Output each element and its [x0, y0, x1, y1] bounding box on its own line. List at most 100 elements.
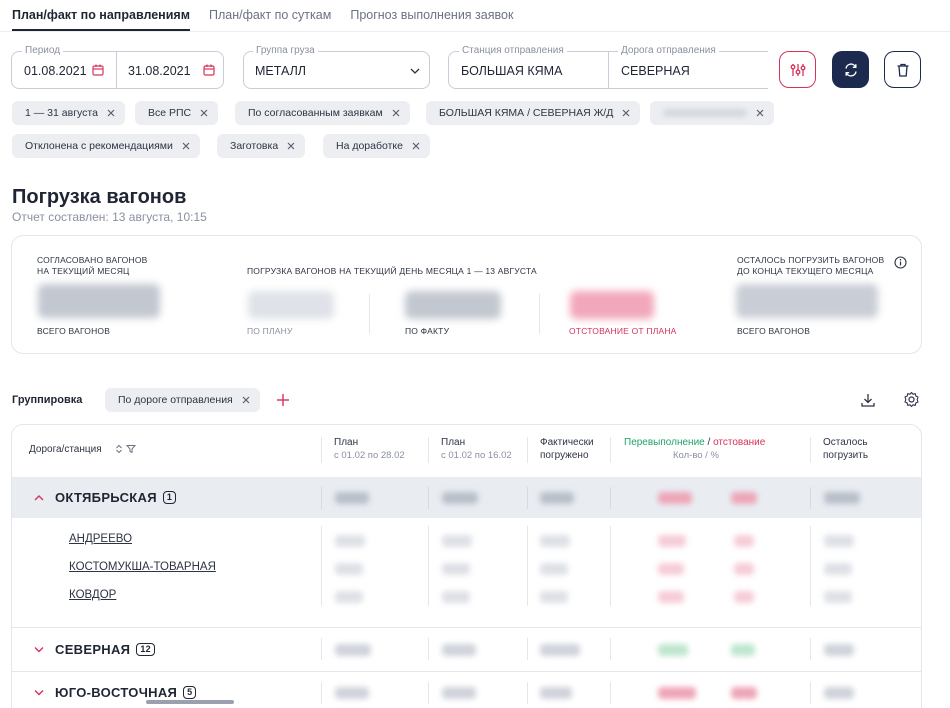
station-road-field[interactable]: Станция отправления БОЛЬШАЯ КЯМА Дорога … [448, 45, 768, 89]
cell-separator [610, 638, 611, 660]
date-from-value[interactable]: 01.08.2021 [24, 64, 87, 78]
blurred-value [734, 591, 754, 603]
column-separator [810, 526, 811, 606]
agreed-sub: ВСЕГО ВАГОНОВ [37, 326, 111, 336]
chevron-up-icon[interactable] [34, 494, 44, 501]
group-count-badge: 1 [162, 491, 177, 504]
add-grouping-icon[interactable] [276, 393, 290, 407]
col-header-plan-period: План с 01.02 по 16.02 [441, 437, 512, 461]
header-separator [610, 437, 611, 463]
group-name: ОКТЯБРЬСКАЯ 1 [55, 490, 177, 505]
cargo-group-label: Группа груза [253, 45, 318, 57]
station-value[interactable]: БОЛЬШАЯ КЯМА [461, 64, 563, 78]
info-icon[interactable] [894, 256, 907, 269]
row-divider [12, 627, 921, 628]
cell-separator [610, 682, 611, 704]
tab-forecast[interactable]: Прогноз выполнения заявок [350, 8, 514, 22]
cell-separator [610, 487, 611, 509]
header-separator [810, 437, 811, 463]
filter-chip-redacted [650, 101, 774, 125]
filter-chip: Все РПС [135, 101, 219, 125]
download-icon[interactable] [860, 392, 876, 408]
chip-label: БОЛЬШАЯ КЯМА / СЕВЕРНАЯ Ж/Д [439, 107, 614, 119]
cell-separator [810, 487, 811, 509]
tab-plan-fact-directions[interactable]: План/факт по направлениям [12, 0, 190, 31]
tab-bar: План/факт по направлениям План/факт по с… [12, 0, 532, 32]
period-divider [116, 52, 117, 88]
cargo-group-select[interactable]: Группа груза МЕТАЛЛ [243, 45, 430, 89]
close-icon[interactable] [756, 109, 764, 117]
clear-filters-button[interactable] [884, 51, 921, 88]
blurred-value [442, 535, 472, 547]
group-row-oktyabrskaya[interactable]: ОКТЯБРЬСКАЯ 1 [12, 477, 921, 518]
refresh-button[interactable] [832, 51, 869, 88]
tab-plan-fact-days[interactable]: План/факт по суткам [208, 8, 332, 22]
close-icon[interactable] [412, 142, 420, 150]
close-icon[interactable] [182, 142, 190, 150]
scroll-indicator[interactable] [146, 700, 234, 704]
blurred-value [731, 644, 755, 656]
group-row-severnaya[interactable]: СЕВЕРНАЯ 12 [12, 628, 921, 671]
blurred-value [658, 644, 688, 656]
chip-label: 1 — 31 августа [25, 107, 98, 119]
column-separator [321, 526, 322, 606]
page-title: Погрузка вагонов [12, 186, 187, 208]
group-row-yugo-vostochnaya[interactable]: ЮГО-ВОСТОЧНАЯ 5 [12, 672, 921, 708]
period-field[interactable]: Период 01.08.2021 31.08.2021 [11, 45, 224, 89]
calendar-icon[interactable] [203, 64, 215, 76]
filter-chip: Заготовка [217, 134, 306, 158]
blurred-value [442, 644, 476, 656]
road-value[interactable]: СЕВЕРНАЯ [621, 64, 690, 78]
blurred-value [335, 644, 371, 656]
filter-settings-button[interactable] [779, 51, 816, 88]
group-count-badge: 5 [183, 686, 197, 699]
blurred-value [824, 591, 852, 603]
gear-icon[interactable] [903, 391, 920, 408]
blurred-value [335, 563, 363, 575]
data-table: Дорога/станция План с 01.02 по 28.02 Пла… [11, 424, 922, 708]
chevron-down-icon[interactable] [34, 689, 44, 696]
station-road-divider [608, 52, 609, 88]
blurred-value [824, 492, 860, 504]
blurred-value [540, 563, 568, 575]
sort-icon[interactable] [115, 444, 123, 454]
close-icon[interactable] [622, 109, 630, 117]
group-count-badge: 12 [136, 643, 155, 656]
close-icon[interactable] [287, 142, 295, 150]
chevron-down-icon[interactable] [34, 646, 44, 653]
cell-separator [527, 682, 528, 704]
close-icon[interactable] [392, 109, 400, 117]
filter-chip: 1 — 31 августа [12, 101, 125, 125]
col-header-road[interactable]: Дорога/станция [29, 444, 102, 455]
filter-chip: БОЛЬШАЯ КЯМА / СЕВЕРНАЯ Ж/Д [426, 101, 641, 125]
blurred-value [824, 563, 852, 575]
grouping-chip: По дороге отправления [105, 388, 260, 412]
close-icon[interactable] [200, 109, 208, 117]
calendar-icon[interactable] [92, 64, 104, 76]
summary-separator [369, 294, 370, 334]
station-link-kostomuksha[interactable]: КОСТОМУКША-ТОВАРНАЯ [69, 561, 216, 573]
header-separator [527, 437, 528, 463]
group-name: ЮГО-ВОСТОЧНАЯ 5 [55, 685, 197, 700]
cell-separator [810, 638, 811, 660]
cell-separator [527, 638, 528, 660]
station-link-andreevo[interactable]: АНДРЕЕВО [69, 533, 133, 545]
road-label: Дорога отправления [618, 45, 719, 57]
date-to-value[interactable]: 31.08.2021 [128, 64, 191, 78]
filter-funnel-icon[interactable] [126, 444, 136, 454]
blurred-value [442, 563, 470, 575]
column-separator [610, 526, 611, 606]
blurred-value [442, 687, 476, 699]
close-icon[interactable] [242, 396, 250, 404]
cargo-group-value: МЕТАЛЛ [255, 64, 306, 78]
station-link-kovdor[interactable]: КОВДОР [69, 589, 117, 601]
cell-separator [810, 682, 811, 704]
header-separator [321, 437, 322, 463]
chevron-down-icon[interactable] [410, 67, 420, 75]
blurred-value [731, 492, 757, 504]
chip-label: Отклонена с рекомендациями [25, 140, 173, 152]
cell-separator [428, 638, 429, 660]
cell-separator [321, 638, 322, 660]
close-icon[interactable] [107, 109, 115, 117]
trash-icon [897, 63, 908, 77]
